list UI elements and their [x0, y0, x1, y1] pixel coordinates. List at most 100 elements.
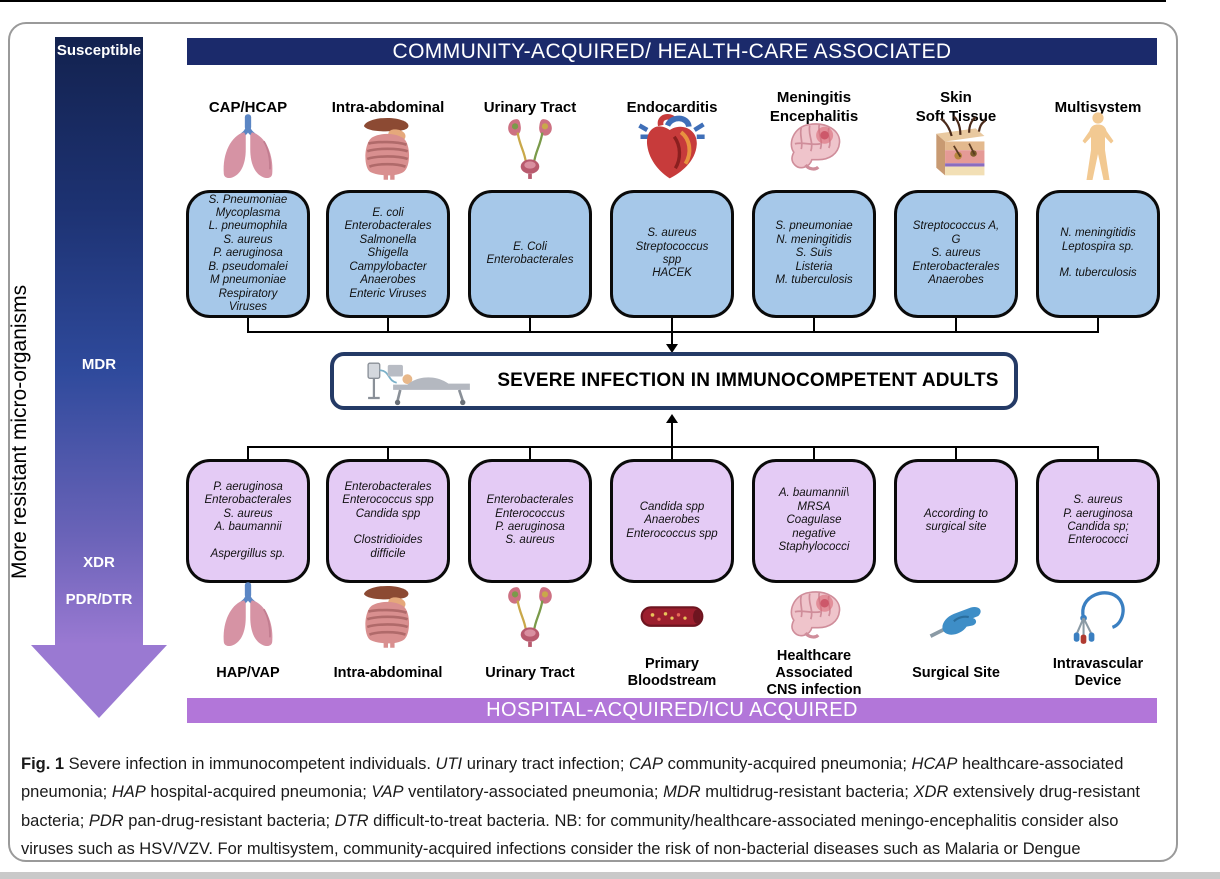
column-title-line: Intra-abdominal — [331, 98, 445, 116]
caption-segment: Severe infection in immunocompetent indi… — [64, 754, 436, 773]
organism-name: S. aureus — [223, 233, 273, 246]
organism-name: M. tuberculosis — [775, 274, 853, 287]
brain-icon — [774, 584, 854, 648]
skin-icon — [916, 110, 996, 186]
organism-name — [246, 534, 249, 547]
column-title-line: Encephalitis — [769, 108, 859, 125]
human-body-icon — [1058, 110, 1138, 186]
organism-name: Mycoplasma — [215, 207, 281, 220]
organism-name: S. Pneumoniae — [208, 193, 288, 206]
community-organisms-box: E. Coli Enterobacterales — [468, 190, 592, 318]
resistance-level-label: XDR — [83, 554, 115, 571]
organism-name: S. aureus — [931, 247, 981, 260]
community-organisms-box: Streptococcus A, G S. aureus Enterobacteral… — [894, 190, 1018, 318]
column-title-line: CAP/HCAP — [208, 98, 288, 116]
organism-name: P. aeruginosa — [213, 247, 283, 260]
organism-name: A. baumannii — [214, 521, 282, 533]
caption-segment: urinary tract infection; — [462, 754, 630, 773]
organism-name: Listeria — [795, 260, 833, 273]
hospital-organisms-box: Enterobacterales Enterococcus P. aeruginos… — [468, 459, 592, 583]
organism-name: Staphylococci — [778, 541, 850, 554]
column-title: Meningitis Encephalitis — [744, 84, 884, 130]
organism-name: S. aureus — [505, 534, 555, 547]
bottom-rule — [0, 872, 1220, 879]
column-title-line: Soft Tissue — [915, 108, 997, 125]
caption-segment: healthcare-associated pneumonia; — [21, 754, 1124, 802]
organism-name: Anaerobes — [928, 274, 984, 287]
bottom-site-label-line: Intra-abdominal — [333, 664, 443, 681]
bottom-site-label-line: Bloodstream — [627, 673, 717, 689]
organism-name: S. aureus — [223, 507, 273, 520]
organism-name: Viruses — [228, 300, 268, 313]
caption-segment: hospital-acquired pneumonia; — [145, 783, 372, 801]
column-title-line: Meningitis — [776, 89, 852, 106]
brain-icon — [774, 110, 854, 186]
organism-name: Coagulase — [786, 514, 842, 527]
hospital-organisms-box: Candida spp Anaerobes Enterococcus spp — [610, 459, 734, 583]
bottom-site-label-line: Primary — [644, 656, 699, 672]
lungs-icon — [208, 110, 288, 186]
organism-name: Enteric Viruses — [349, 287, 427, 300]
column-title: Skin Soft Tissue — [886, 84, 1026, 130]
organism-name: Enterococcus spp — [626, 527, 718, 540]
blood-vessel-icon — [632, 584, 712, 648]
heart-icon — [632, 110, 712, 186]
bottom-site-label-line: Device — [1074, 673, 1122, 689]
bottom-site-label-line: Associated — [775, 664, 853, 681]
bottom-site-label: Urinary Tract — [460, 646, 600, 700]
bottom-site-label-line: Healthcare — [776, 647, 852, 664]
caption-segment: HCAP — [911, 754, 958, 773]
organism-name: Salmonella — [359, 233, 417, 246]
organism-name: P. aeruginosa — [495, 521, 565, 533]
caption-segment: pan-drug-resistant bacteria; — [123, 811, 335, 830]
organism-name: Shigella — [367, 247, 409, 260]
bottom-site-label-line: HAP/VAP — [216, 664, 280, 681]
caption-segment: PDR — [88, 811, 124, 830]
community-organisms-box: N. meningitidis Leptospira sp. M. tubercu… — [1036, 190, 1160, 318]
hospital-banner: HOSPITAL-ACQUIRED/ICU ACQUIRED — [187, 698, 1157, 723]
caption-segment: ventilatory-associated pneumonia; — [403, 783, 664, 801]
column-title: CAP/HCAP — [178, 84, 318, 130]
organism-name: surgical site — [925, 521, 987, 533]
organism-name: E. Coli — [513, 240, 547, 253]
organism-name: Enterobacterales — [912, 260, 1000, 273]
organism-name: G — [951, 233, 961, 246]
organism-name: spp — [662, 254, 682, 266]
organism-name: Enterococcus — [495, 507, 565, 520]
caption-segment: UTI — [435, 754, 463, 773]
organism-name: P. aeruginosa — [213, 480, 283, 493]
community-banner: COMMUNITY-ACQUIRED/ HEALTH-CARE ASSOCIAT… — [187, 38, 1157, 65]
organism-name: According to — [924, 507, 988, 520]
organism-name: M. tuberculosis — [1059, 267, 1137, 280]
column-title-line: Skin — [940, 89, 972, 106]
organism-name: Anaerobes — [644, 514, 700, 527]
organism-name: Campylobacter — [349, 260, 427, 273]
organism-name: A. baumannii\ — [778, 487, 850, 500]
organism-name: Enterobacterales — [344, 480, 432, 493]
organism-name: Enterobacterales — [486, 254, 574, 266]
caption-segment: Fig. 1 — [21, 754, 65, 773]
organism-name: Enterobacterales — [486, 494, 574, 507]
column-title: Urinary Tract — [460, 84, 600, 130]
caption-segment: HAP — [111, 783, 146, 801]
column-title: Intra-abdominal — [318, 84, 458, 130]
bottom-site-label: HAP/VAP — [178, 646, 318, 700]
organism-name: Aspergillus sp. — [210, 547, 286, 560]
organism-name: difficile — [370, 547, 406, 560]
community-organisms-box: S. aureus Streptococcus spp HACEK — [610, 190, 734, 318]
bottom-site-label-line: CNS infection — [766, 681, 862, 698]
caption-segment: MDR — [663, 783, 701, 801]
caption-segment: multidrug-resistant bacteria; — [700, 783, 914, 801]
hospital-organisms-box: P. aeruginosa Enterobacterales S. aureus A.… — [186, 459, 310, 583]
organism-name: negative — [792, 527, 836, 540]
column-title: Multisystem — [1028, 84, 1168, 130]
organism-name: S. Suis — [795, 247, 833, 260]
caption-segment: difficult-to-treat bacteria. NB: for com… — [21, 811, 1119, 859]
organism-name: Respiratory — [218, 287, 278, 300]
caption-segment: CAP — [629, 754, 663, 773]
column-title: Endocarditis — [602, 84, 742, 130]
bottom-site-label-line: Surgical Site — [912, 664, 1000, 681]
surgical-hand-icon — [916, 584, 996, 648]
